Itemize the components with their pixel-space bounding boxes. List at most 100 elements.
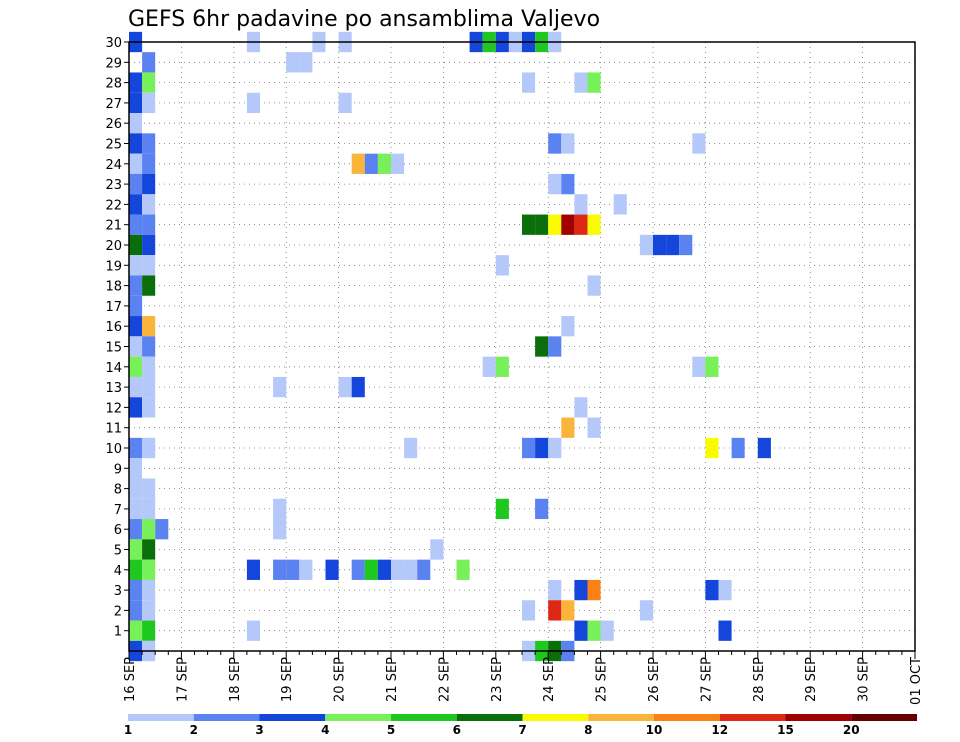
precip-cell: [129, 336, 143, 357]
legend-swatch: [719, 714, 786, 721]
precip-cell: [142, 579, 156, 601]
precip-cell: [142, 234, 156, 256]
precip-cell: [587, 417, 601, 438]
x-tick-label: 18 SEP: [228, 657, 243, 702]
legend-label: 20: [843, 723, 860, 737]
x-tick-label: 28 SEP: [752, 657, 767, 702]
precip-cell: [129, 600, 143, 621]
y-tick-label: 25: [105, 138, 122, 153]
precip-cell: [679, 234, 693, 256]
y-tick-label: 30: [105, 36, 122, 51]
precip-cell: [142, 173, 156, 195]
precip-cell: [587, 579, 601, 601]
legend-label: 15: [777, 723, 794, 737]
x-tick-label: 30 SEP: [857, 657, 872, 702]
precip-cell: [129, 173, 143, 195]
precip-cell: [548, 437, 562, 459]
legend-swatch: [654, 714, 720, 721]
precip-cell: [129, 559, 143, 580]
precip-cell: [495, 255, 509, 276]
precip-cell: [705, 437, 719, 459]
legend-label: 2: [190, 723, 198, 737]
legend-swatch: [325, 714, 391, 721]
y-tick-label: 5: [114, 544, 122, 559]
precip-cell: [482, 356, 496, 377]
x-axis: 16 SEP 17 SEP 18 SEP 19 SEP 20 SEP 21 SEP 22 S…: [123, 651, 924, 705]
y-tick-label: 16: [105, 320, 122, 335]
precip-cell: [587, 275, 601, 296]
precip-cell: [142, 600, 156, 621]
precip-cell: [299, 559, 313, 580]
precip-cell: [535, 437, 549, 459]
precip-cell: [548, 173, 562, 195]
precip-cell: [692, 133, 706, 154]
y-tick-label: 10: [105, 442, 122, 457]
precip-cell: [351, 376, 365, 398]
precip-cell: [613, 194, 627, 215]
color-legend: 1 2 3 4 5 6 7 8 10 12 15 20: [124, 714, 917, 737]
x-tick-label: 01 OCT: [909, 657, 924, 705]
y-tick-label: 21: [105, 219, 122, 234]
precip-cell: [286, 559, 300, 580]
precip-cell: [535, 336, 549, 357]
precip-cell: [142, 214, 156, 235]
precip-cell: [129, 234, 143, 256]
y-tick-label: 8: [114, 483, 122, 498]
precip-cell: [391, 153, 405, 174]
precip-cell: [718, 579, 732, 601]
x-tick-label: 17 SEP: [175, 657, 190, 702]
precip-cell: [129, 539, 143, 560]
precip-cell: [338, 376, 352, 398]
precip-cell: [142, 397, 156, 418]
precip-cell: [129, 92, 143, 114]
precip-cell: [129, 376, 143, 398]
y-tick-label: 9: [114, 462, 122, 477]
precip-cell: [129, 214, 143, 235]
precip-cell: [129, 579, 143, 601]
precip-cell: [404, 437, 418, 459]
precip-cell: [273, 559, 287, 580]
y-tick-label: 24: [105, 158, 122, 173]
y-tick-label: 7: [114, 503, 122, 518]
y-tick-label: 20: [105, 239, 122, 254]
legend-swatch: [193, 714, 260, 721]
precip-cell: [522, 437, 536, 459]
legend-swatch: [588, 714, 654, 721]
y-tick-label: 13: [105, 381, 122, 396]
precip-cell: [129, 133, 143, 154]
y-tick-label: 11: [105, 422, 122, 437]
precip-cell: [718, 620, 732, 641]
precip-cell: [142, 519, 156, 540]
precip-cell: [155, 519, 169, 540]
chart-title: GEFS 6hr padavine po ansamblima Valjevo: [128, 7, 600, 32]
precip-cell: [522, 214, 536, 235]
y-tick-label: 2: [114, 604, 122, 619]
precip-cell: [129, 356, 143, 377]
legend-swatch: [456, 714, 523, 721]
legend-swatch: [391, 714, 457, 721]
x-tick-label: 22 SEP: [437, 657, 452, 702]
precip-cell: [574, 194, 588, 215]
precip-cell: [639, 600, 653, 621]
precip-cell: [129, 437, 143, 459]
precip-cell: [273, 519, 287, 540]
precip-cell: [129, 478, 143, 499]
y-tick-label: 15: [105, 341, 122, 356]
precip-cell: [574, 397, 588, 418]
precip-cell: [129, 275, 143, 296]
precip-cell: [142, 437, 156, 459]
y-tick-label: 19: [105, 259, 122, 274]
precip-cell: [246, 559, 260, 580]
precip-cell: [142, 376, 156, 398]
precip-cell: [129, 316, 143, 337]
precip-cell: [639, 234, 653, 256]
legend-label: 8: [584, 723, 592, 737]
precip-cell: [286, 52, 300, 73]
precip-cell: [548, 579, 562, 601]
precip-cell: [129, 153, 143, 174]
precip-cell: [142, 356, 156, 377]
precip-cell: [404, 559, 418, 580]
precip-cell: [142, 133, 156, 154]
x-tick-label: 20 SEP: [333, 657, 348, 702]
